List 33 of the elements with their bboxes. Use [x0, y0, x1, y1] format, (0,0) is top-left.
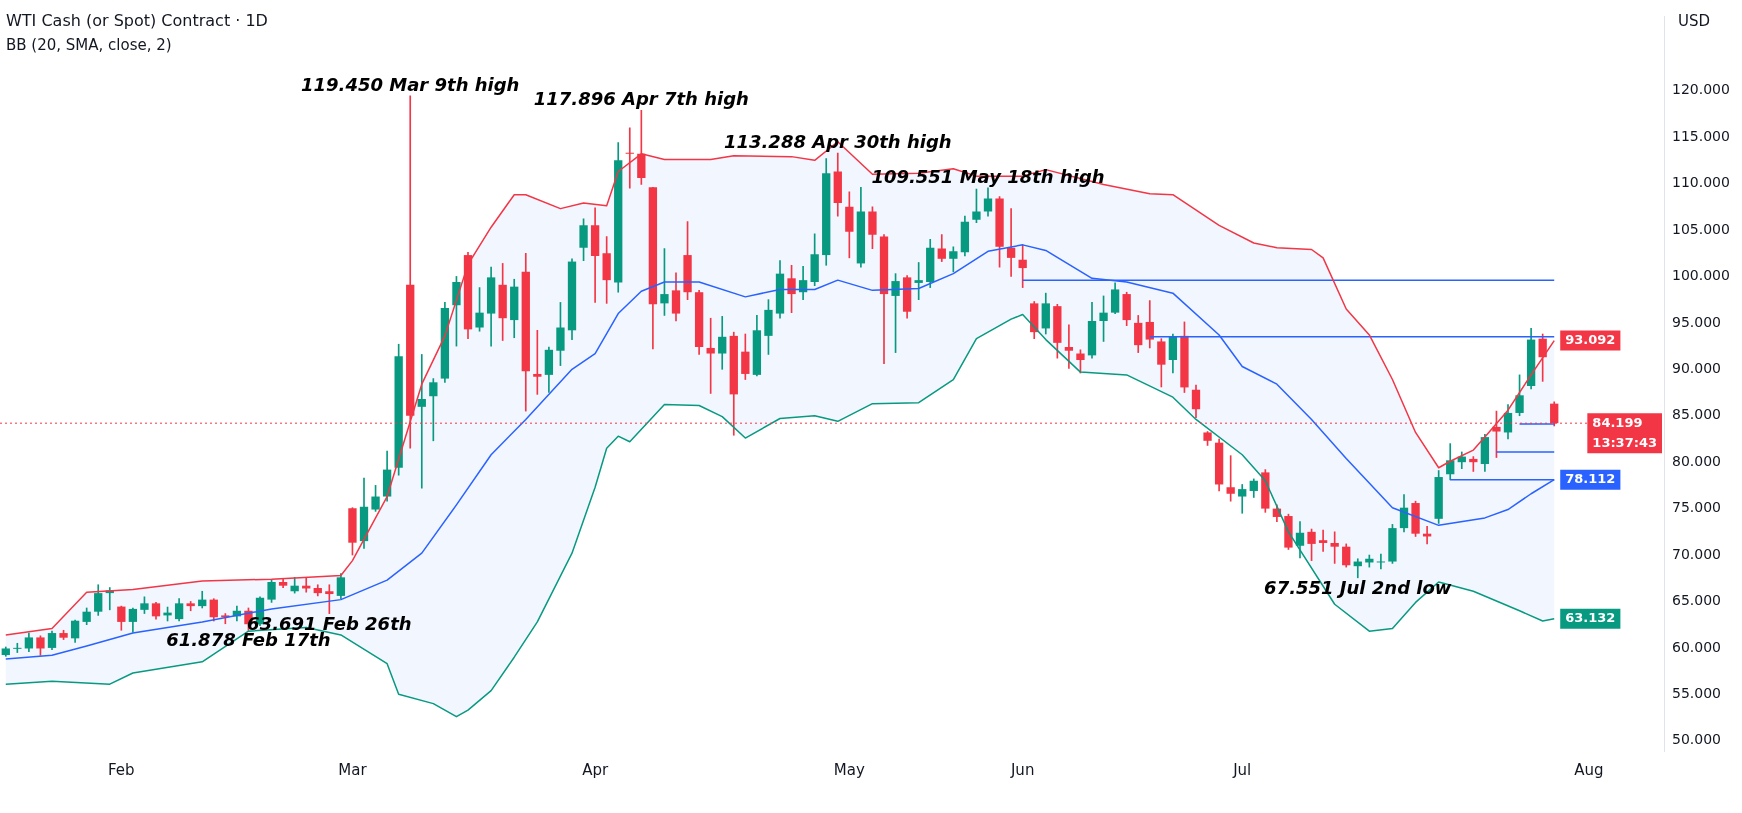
y-tick-label: 75.000	[1672, 499, 1721, 516]
y-tick-label: 100.000	[1672, 267, 1730, 284]
annotation: 61.878 Feb 17th	[166, 629, 331, 651]
x-tick-label: Aug	[1574, 760, 1604, 779]
y-tick-label: 50.000	[1672, 731, 1721, 748]
y-tick-label: 70.000	[1672, 545, 1721, 562]
x-tick-label: Jun	[1009, 760, 1035, 779]
text: BB (20, SMA, close, 2)	[6, 35, 172, 54]
annotation: 113.288 Apr 30th high	[723, 131, 952, 153]
y-tick-label: 55.000	[1672, 684, 1721, 701]
chart-title: WTI Cash (or Spot) Contract · 1D	[6, 11, 268, 31]
y-tick-label: 60.000	[1672, 638, 1721, 655]
y-tick-label: 65.000	[1672, 592, 1721, 609]
x-tick-label: Jul	[1232, 760, 1252, 779]
data-label: 63.132	[1565, 610, 1616, 626]
y-tick-label: 115.000	[1672, 127, 1730, 144]
y-tick-label: 120.000	[1672, 81, 1730, 98]
y-tick-label: 105.000	[1672, 220, 1730, 237]
ref-line-label: 84.199 13:37:43	[1592, 414, 1657, 450]
y-tick-label: 85.000	[1672, 406, 1721, 423]
y-tick-label: 95.000	[1672, 313, 1721, 330]
y-tick-label: 110.000	[1672, 174, 1730, 191]
data-label: 93.092	[1565, 331, 1616, 347]
x-tick-label: Apr	[582, 760, 609, 779]
data-label: 78.112	[1565, 471, 1616, 487]
x-tick-label: Feb	[108, 760, 135, 779]
x-tick-label: Mar	[338, 760, 368, 779]
x-tick-label: May	[833, 760, 865, 779]
annotation: 117.896 Apr 7th high	[533, 88, 749, 110]
y-tick-label: 80.000	[1672, 452, 1721, 469]
y-axis-title: USD	[1678, 11, 1711, 30]
y-tick-label: 90.000	[1672, 359, 1721, 376]
annotation: 119.450 Mar 9th high	[301, 73, 520, 95]
